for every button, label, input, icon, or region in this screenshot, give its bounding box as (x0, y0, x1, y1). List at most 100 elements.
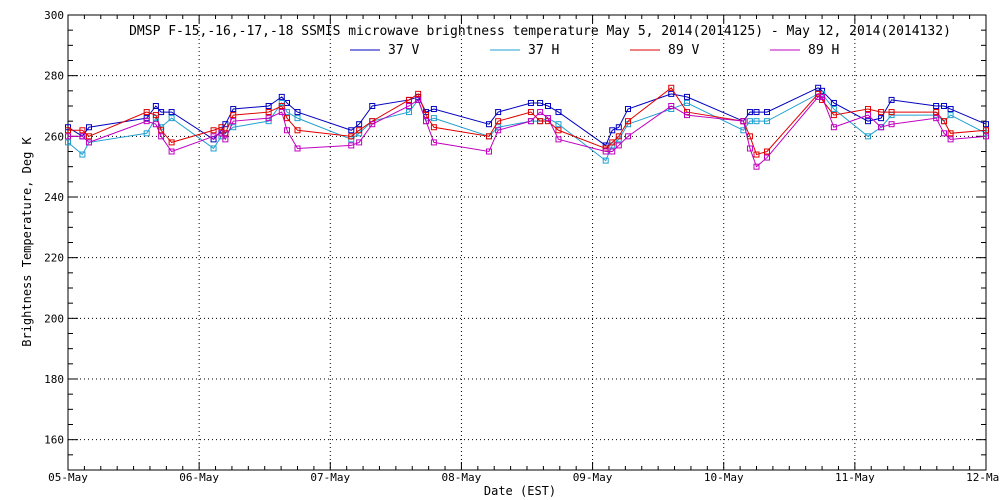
data-point (668, 90, 675, 97)
data-point (683, 99, 690, 106)
data-point (218, 124, 225, 131)
chart-title: DMSP F-15,-16,-17,-18 SSMIS microwave br… (129, 24, 951, 39)
data-point (933, 115, 940, 122)
data-point (888, 121, 895, 128)
data-point (430, 106, 437, 113)
data-point (485, 121, 492, 128)
series-37-v (65, 84, 989, 149)
data-point (941, 103, 948, 109)
data-point (284, 127, 291, 134)
legend: 37 V 37 H 89 V 89 H (350, 43, 839, 58)
data-point (356, 139, 363, 146)
data-point (544, 103, 551, 109)
data-point (210, 127, 217, 134)
data-point (753, 151, 760, 158)
data-point (983, 121, 989, 128)
series-89-h (65, 93, 989, 170)
data-point (85, 133, 92, 140)
data-point (369, 103, 376, 109)
data-point (415, 96, 422, 103)
data-point (933, 109, 940, 116)
data-point (369, 121, 376, 128)
data-point (230, 112, 237, 119)
data-point (85, 124, 92, 131)
data-point (609, 127, 616, 134)
x-tick-label: 05-May (48, 471, 88, 484)
data-point (947, 130, 954, 137)
data-point (537, 109, 544, 116)
data-point (495, 118, 502, 125)
data-point (168, 139, 175, 146)
legend-label: 89 H (808, 43, 839, 58)
data-point (210, 136, 217, 143)
data-point (878, 115, 885, 122)
data-point (983, 127, 989, 134)
data-point (815, 93, 822, 100)
data-point (210, 133, 217, 140)
data-point (143, 118, 150, 125)
data-point (668, 84, 675, 91)
data-point (819, 90, 826, 97)
series-37-h (65, 90, 989, 164)
legend-label: 37 H (528, 43, 559, 58)
data-point (158, 109, 165, 116)
data-point (763, 154, 770, 161)
data-point (888, 109, 895, 116)
plot-frame (67, 14, 987, 471)
data-point (878, 124, 885, 131)
data-point (537, 99, 544, 106)
data-point (85, 139, 92, 146)
data-point (79, 133, 86, 140)
data-point (143, 130, 150, 137)
data-point (753, 163, 760, 170)
y-tick-label: 220 (44, 252, 64, 265)
data-point (265, 103, 272, 109)
data-point (348, 133, 355, 140)
data-point (763, 148, 770, 155)
data-point (430, 124, 437, 131)
data-point (624, 118, 631, 125)
data-point (65, 133, 71, 140)
data-point (222, 136, 229, 143)
data-point (602, 145, 609, 152)
data-point (65, 127, 71, 134)
data-point (864, 133, 871, 140)
data-point (278, 109, 285, 116)
data-point (933, 103, 940, 109)
data-point (356, 121, 363, 128)
data-point (278, 93, 285, 100)
data-point (265, 109, 272, 116)
data-point (888, 112, 895, 119)
data-point (624, 106, 631, 113)
data-point (168, 109, 175, 116)
data-point (624, 133, 631, 140)
data-point (753, 118, 760, 125)
data-point (143, 115, 150, 122)
data-point (947, 106, 954, 113)
y-tick-label: 160 (44, 434, 64, 447)
legend-label: 37 V (388, 43, 419, 58)
data-point (79, 151, 86, 158)
data-point (348, 127, 355, 134)
data-point (430, 115, 437, 122)
data-point (615, 124, 622, 131)
data-point (819, 87, 826, 94)
data-point (537, 118, 544, 125)
data-point (763, 118, 770, 125)
data-point (947, 136, 954, 143)
data-point (485, 148, 492, 155)
y-tick-label: 260 (44, 130, 64, 143)
data-point (430, 139, 437, 146)
x-tick-label: 12-May (966, 471, 1000, 484)
data-point (278, 103, 285, 109)
series-line (68, 96, 987, 168)
data-point (218, 130, 225, 137)
data-point (602, 148, 609, 155)
data-point (941, 130, 948, 137)
data-point (878, 109, 885, 116)
x-tick-label: 06-May (179, 471, 219, 484)
data-point (527, 109, 534, 116)
data-point (683, 112, 690, 119)
data-point (947, 112, 954, 119)
